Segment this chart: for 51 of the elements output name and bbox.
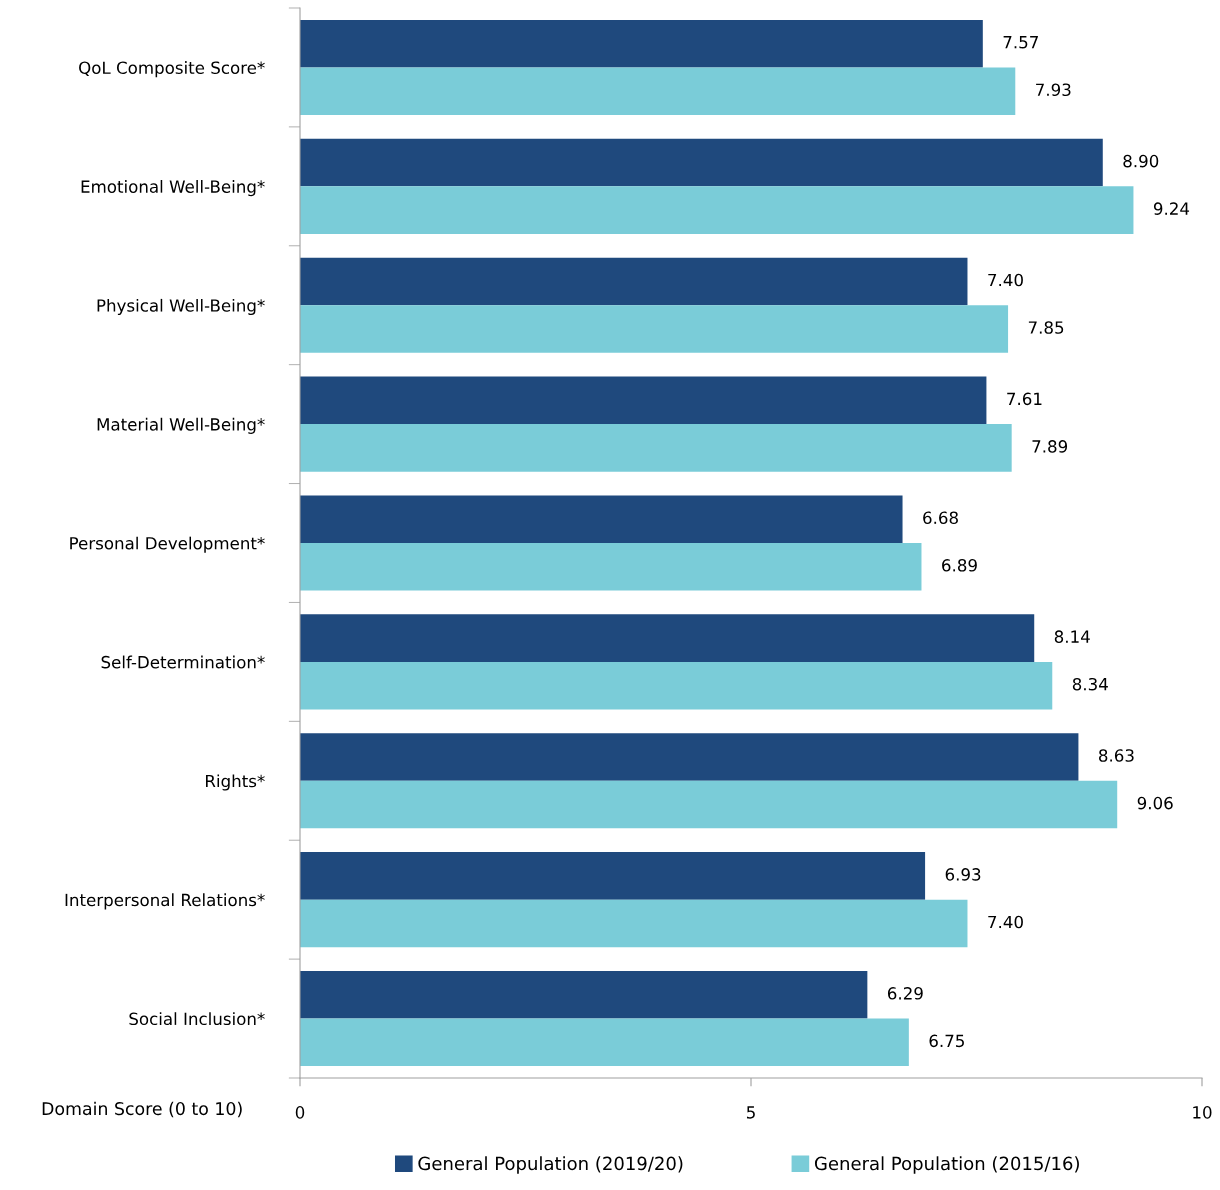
data-label: 6.75 xyxy=(929,1034,964,1048)
bar xyxy=(300,852,926,900)
y-tick-label: Interpersonal Relations* xyxy=(65,893,265,910)
data-label: 7.57 xyxy=(1003,36,1038,49)
y-tick-label: Physical Well-Being* xyxy=(97,298,265,316)
bar xyxy=(300,495,903,543)
data-label: 7.89 xyxy=(1032,440,1068,453)
data-label: 8.34 xyxy=(1072,677,1108,691)
data-label: 9.06 xyxy=(1137,796,1173,810)
bar xyxy=(300,614,1035,662)
data-label: 7.85 xyxy=(1028,321,1064,334)
legend-label: General Population (2015/16) xyxy=(814,1156,1079,1174)
bar xyxy=(300,257,968,306)
data-label: 9.24 xyxy=(1153,202,1190,215)
x-tick-label: 0 xyxy=(295,1106,305,1119)
y-tick-label: Social Inclusion* xyxy=(129,1012,265,1026)
data-label: 7.40 xyxy=(988,915,1023,929)
data-label: 6.93 xyxy=(945,868,981,881)
data-label: 7.61 xyxy=(1007,392,1042,406)
bar xyxy=(300,19,983,68)
bar xyxy=(300,186,1134,234)
y-tick-label: Material Well-Being* xyxy=(97,417,265,434)
bar xyxy=(300,305,1009,353)
y-tick-label: Rights* xyxy=(206,774,265,791)
data-label: 7.93 xyxy=(1036,83,1071,97)
y-tick-label: QoL Composite Score* xyxy=(79,61,265,78)
bar xyxy=(300,1018,909,1067)
bar xyxy=(300,543,922,591)
y-tick-label: Self-Determination* xyxy=(101,655,265,669)
bar xyxy=(300,376,987,425)
x-tick-label: 10 xyxy=(1193,1106,1212,1119)
data-label: 6.68 xyxy=(923,511,958,525)
data-label: 7.40 xyxy=(988,273,1023,287)
bar xyxy=(300,661,1053,710)
x-axis-title: Domain Score (0 to 10) xyxy=(42,1101,242,1118)
bar xyxy=(300,424,1012,472)
bar xyxy=(300,67,1016,115)
data-label: 6.29 xyxy=(887,987,923,1000)
x-tick-label: 5 xyxy=(746,1106,755,1119)
bar xyxy=(300,733,1079,781)
y-tick-label: Personal Development* xyxy=(70,536,265,553)
legend-label: General Population (2019/20) xyxy=(418,1156,683,1174)
data-label: 8.14 xyxy=(1054,630,1090,643)
bar xyxy=(300,780,1118,829)
bar xyxy=(300,971,868,1019)
data-label: 6.89 xyxy=(942,559,977,572)
y-tick-label: Emotional Well-Being* xyxy=(81,180,265,197)
bar xyxy=(300,138,1103,187)
data-label: 8.63 xyxy=(1099,749,1134,762)
bar xyxy=(300,899,968,948)
data-label: 8.90 xyxy=(1123,154,1159,168)
